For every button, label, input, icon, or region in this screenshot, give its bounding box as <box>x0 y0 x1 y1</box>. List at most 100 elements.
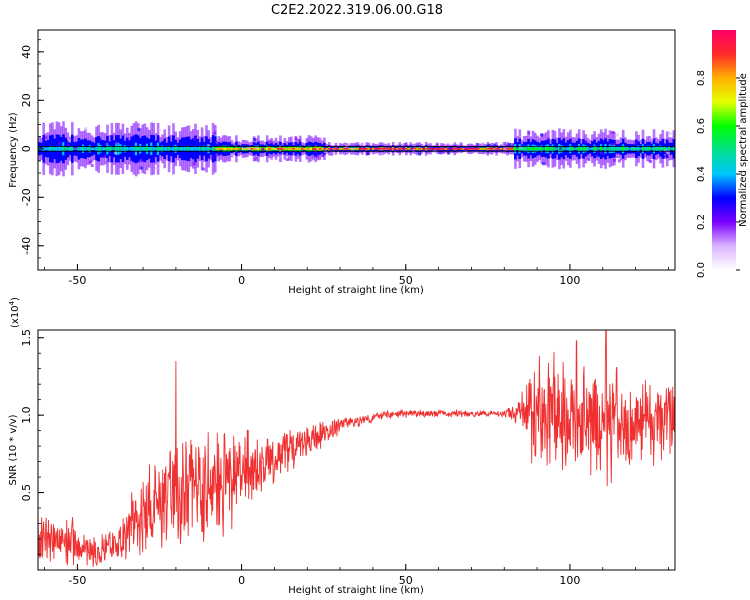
heatmap-cell <box>228 147 232 150</box>
heatmap-cell <box>219 147 223 150</box>
heatmap-cell <box>531 147 535 151</box>
heatmap-cell <box>664 154 668 158</box>
heatmap-cell <box>657 147 660 150</box>
heatmap-cell <box>305 147 309 150</box>
heatmap-cell <box>573 147 577 150</box>
heatmap-cell <box>659 147 662 151</box>
snr-x-ticks: -50 0 50 100 <box>44 564 669 587</box>
heatmap-cell <box>254 158 258 162</box>
heatmap-cell <box>493 147 496 150</box>
heatmap-cell <box>268 147 271 150</box>
heatmap-cell <box>422 147 426 150</box>
heatmap-cell <box>192 162 196 166</box>
heatmap-cell <box>114 141 118 145</box>
heatmap-cell <box>462 147 465 150</box>
heatmap-cell <box>239 147 243 150</box>
heatmap-cell <box>427 147 430 150</box>
heatmap-cell <box>612 158 616 162</box>
heatmap-cell <box>420 147 424 150</box>
heatmap-cell <box>440 150 444 154</box>
heatmap-cell <box>588 147 592 150</box>
heatmap-cell <box>536 147 539 151</box>
heatmap-cell <box>413 147 417 150</box>
heatmap-cell <box>134 139 138 143</box>
heatmap-cell <box>247 146 251 150</box>
heatmap-cell <box>243 145 247 149</box>
heatmap-cell <box>137 146 140 152</box>
heatmap-cell <box>98 137 102 141</box>
colorbar: 0.0 0.2 0.4 0.6 0.8 Normalized spectral ampl… <box>696 30 749 278</box>
heatmap-cell <box>407 147 410 150</box>
heatmap-cell <box>203 147 206 151</box>
heatmap-cell <box>486 147 490 150</box>
heatmap-cell <box>298 147 302 151</box>
heatmap-cell <box>617 159 621 163</box>
heatmap-cell <box>347 147 351 150</box>
heatmap-cell <box>174 147 177 151</box>
heatmap-cell <box>292 147 295 150</box>
heatmap-cell <box>358 147 362 150</box>
heatmap-cell <box>385 147 388 150</box>
heatmap-cell <box>437 151 441 155</box>
heatmap-cell <box>309 147 313 150</box>
heatmap-cell <box>516 147 519 150</box>
heatmap-cell <box>189 147 193 151</box>
heatmap-cell <box>569 146 572 151</box>
heatmap-cell <box>57 146 61 152</box>
heatmap-cell <box>514 146 517 151</box>
heatmap-cell <box>615 147 618 150</box>
heatmap-cell <box>104 142 108 146</box>
heatmap-cell <box>156 161 160 165</box>
heatmap-cell <box>263 147 267 150</box>
heatmap-cell <box>398 147 402 150</box>
heatmap-cell <box>477 147 481 150</box>
colorbar-tick-label: 0.2 <box>696 214 707 230</box>
heatmap-cell <box>479 147 483 150</box>
heatmap-cell <box>67 139 71 143</box>
heatmap-cell <box>630 147 634 150</box>
heatmap-cell <box>650 137 654 141</box>
heatmap-cell <box>553 147 557 151</box>
spectrogram-y-tick-label: -20 <box>20 188 33 206</box>
heatmap-cell <box>290 147 293 150</box>
heatmap-cell <box>178 147 182 151</box>
heatmap-cell <box>134 146 138 152</box>
snr-multiplier-exponent: 4 <box>8 300 16 305</box>
heatmap-cell <box>281 147 284 150</box>
heatmap-cell <box>159 147 162 150</box>
heatmap-cell <box>314 147 317 151</box>
heatmap-cell <box>90 164 94 168</box>
heatmap-cell <box>529 147 533 150</box>
heatmap-cell <box>551 146 555 151</box>
heatmap-cell <box>316 147 320 150</box>
heatmap-cell <box>307 147 311 151</box>
heatmap-cell <box>345 147 349 150</box>
heatmap-cell <box>602 147 605 151</box>
heatmap-cell <box>313 154 317 158</box>
heatmap-cell <box>303 147 306 150</box>
heatmap-cell <box>250 147 254 150</box>
heatmap-cell <box>555 147 559 150</box>
heatmap-cell <box>66 147 70 151</box>
heatmap-cell <box>232 147 236 150</box>
snr-multiplier-base: (x10 <box>10 305 21 328</box>
heatmap-cell <box>431 147 435 150</box>
spectrogram-x-tick-label: 0 <box>238 274 245 287</box>
spectrogram-y-tick-label: 20 <box>20 93 33 107</box>
heatmap-cell <box>246 147 249 150</box>
heatmap-cell <box>88 147 92 151</box>
spectrogram-x-tick-label: -50 <box>68 274 86 287</box>
heatmap-cell <box>298 139 302 143</box>
snr-y-ticks: 0.5 1.0 1.5 <box>20 329 44 555</box>
heatmap-cell <box>351 147 355 151</box>
heatmap-cell <box>495 147 498 150</box>
spectrogram-panel: -50 0 50 100 -40 -20 0 20 40 Height of straight… <box>8 29 676 296</box>
heatmap-cell <box>330 152 334 156</box>
heatmap-cell <box>577 146 581 151</box>
heatmap-cell <box>566 147 570 151</box>
heatmap-cell <box>455 147 459 150</box>
heatmap-cell <box>490 147 494 150</box>
heatmap-cell <box>154 147 158 151</box>
heatmap-cell <box>571 147 574 150</box>
